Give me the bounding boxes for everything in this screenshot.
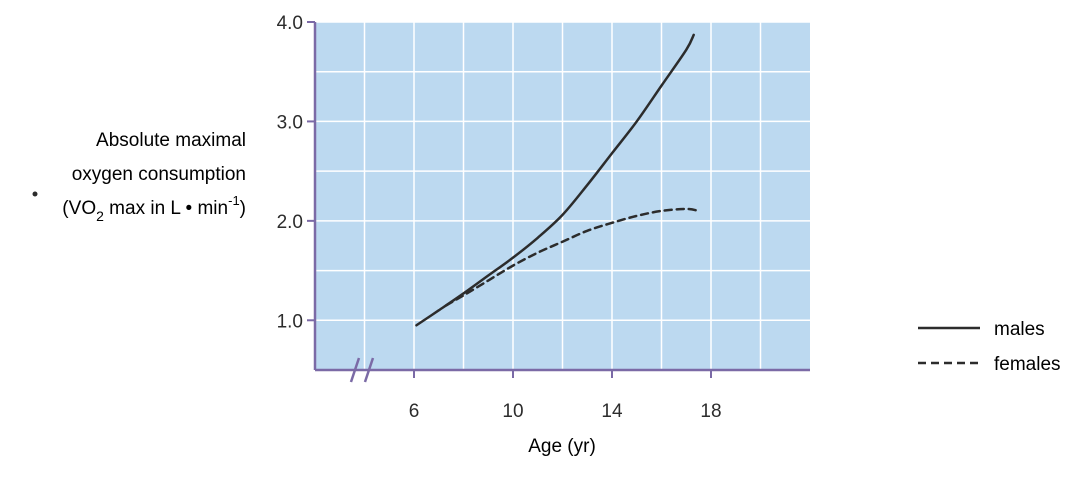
y-axis-label-line-1: Absolute maximal	[96, 130, 246, 151]
v-dot-symbol	[32, 191, 38, 197]
x-axis-label: Age (yr)	[528, 436, 596, 457]
y-tick-label: 2.0	[277, 212, 303, 233]
y-axis-label: Absolute maximal oxygen consumption (VO2…	[32, 130, 246, 224]
y-tick-label: 1.0	[277, 311, 303, 332]
legend-label-males: males	[994, 319, 1045, 340]
legend-label-females: females	[994, 354, 1061, 375]
series-line-males	[415, 33, 695, 327]
x-tick-label: 6	[409, 401, 420, 422]
ticks: 1.0 2.0 3.0 4.0 6 10 14 18	[277, 13, 722, 422]
y-tick-label: 4.0	[277, 13, 303, 34]
series-line-females	[444, 207, 700, 307]
series-lines	[415, 33, 700, 327]
axes	[313, 22, 810, 383]
legend: males females	[918, 319, 1061, 375]
y-axis-label-line-2: oxygen consumption	[72, 164, 246, 185]
axis-break-mark	[363, 357, 375, 383]
x-tick-label: 14	[601, 401, 623, 422]
x-tick-label: 10	[502, 401, 523, 422]
grid	[315, 21, 810, 370]
x-tick-label: 18	[700, 401, 721, 422]
axis-break-mark	[349, 357, 361, 383]
y-axis-label-formula: (VO2 max in L • min-1)	[62, 193, 246, 224]
y-tick-label: 3.0	[277, 112, 303, 133]
